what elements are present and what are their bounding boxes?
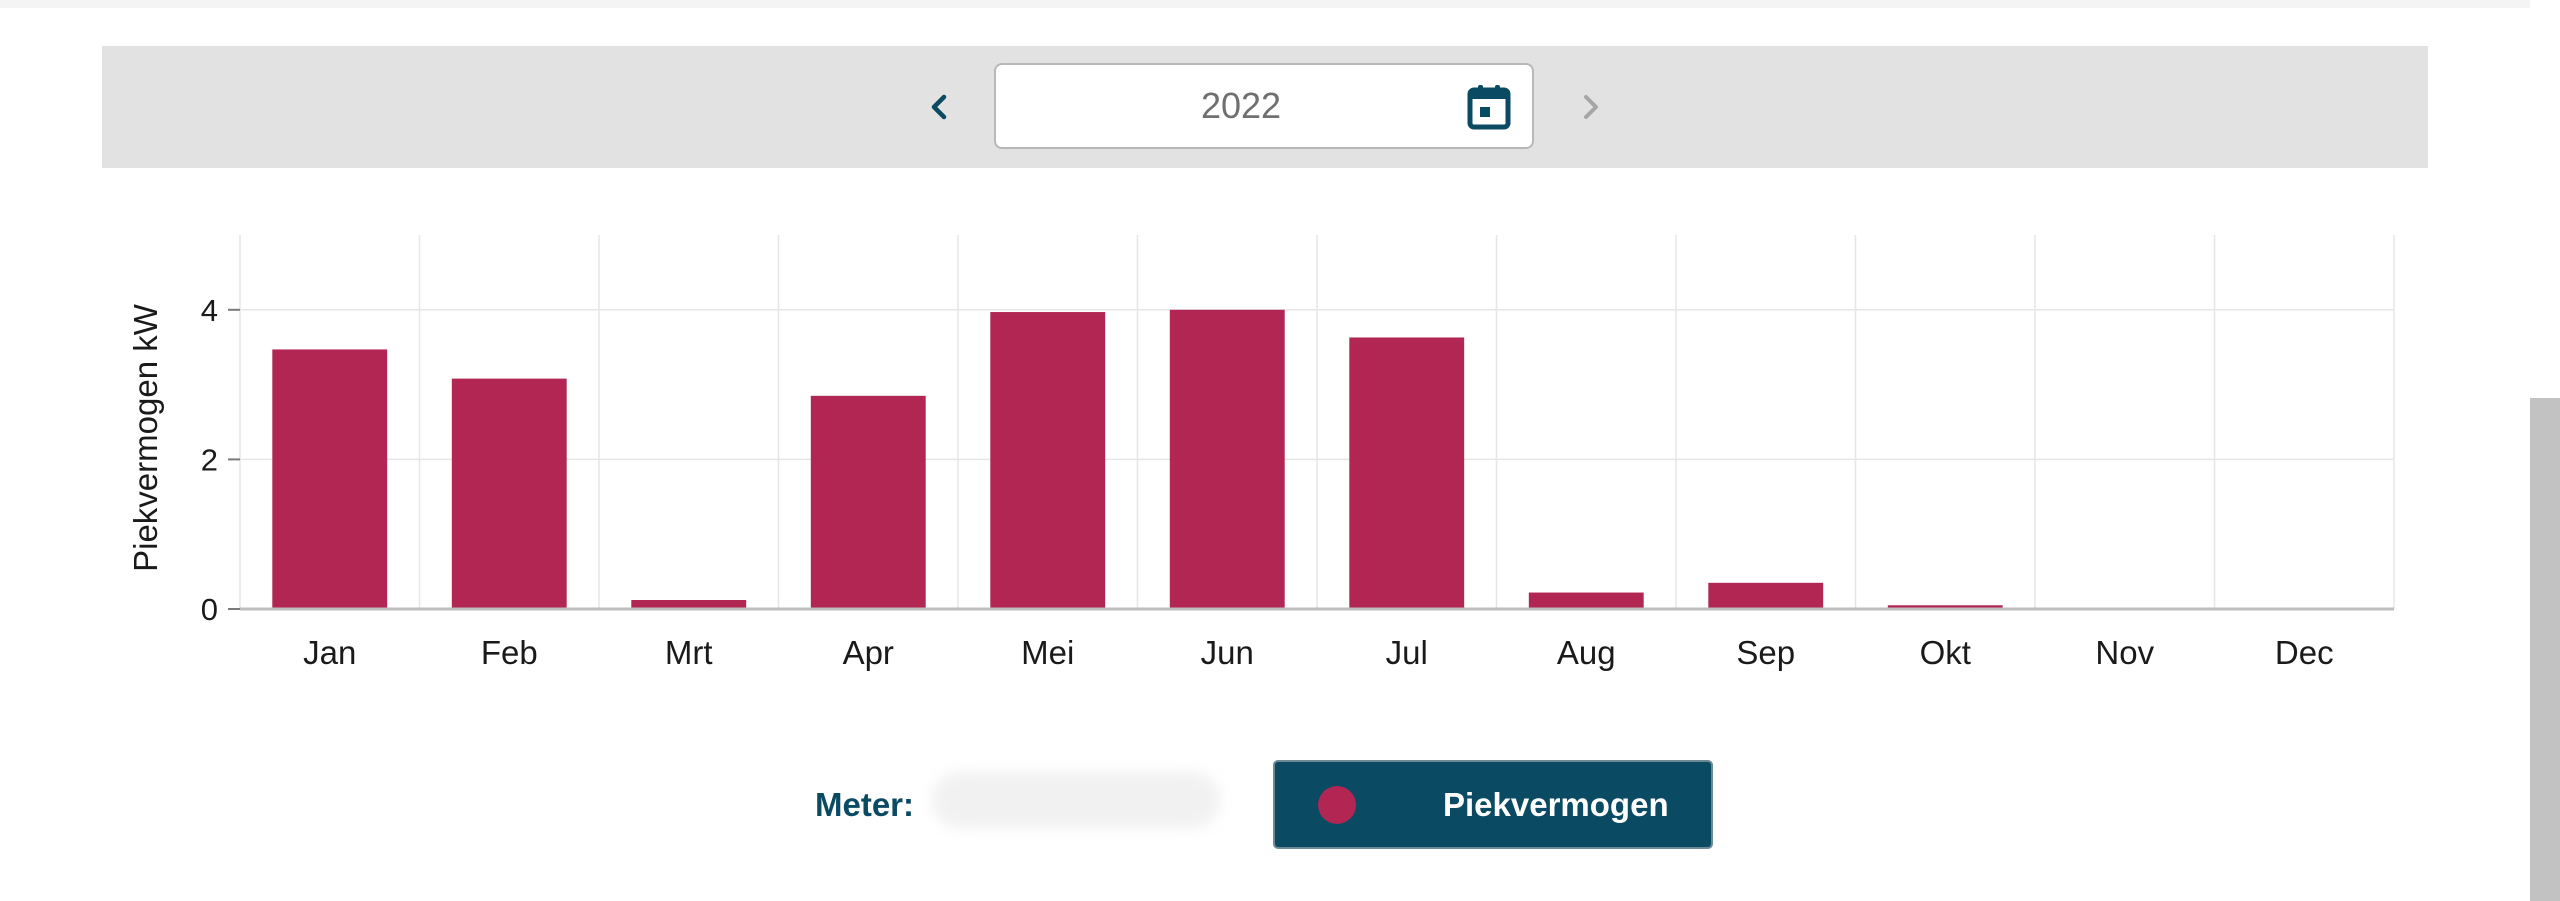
x-tick-label-jan: Jan: [303, 634, 356, 671]
bar-jul: [1349, 337, 1465, 609]
chart-grid: [239, 235, 2395, 609]
bar-aug: [1528, 592, 1644, 609]
bar-mei: [990, 312, 1106, 609]
meter-value-redacted: [932, 772, 1220, 828]
chevron-right-icon: [1584, 95, 1598, 119]
x-tick-label-sep: Sep: [1736, 634, 1795, 671]
x-tick-label-feb: Feb: [481, 634, 538, 671]
x-tick-label-jun: Jun: [1201, 634, 1254, 671]
chevron-left-icon: [931, 94, 947, 120]
bar-apr: [810, 395, 926, 609]
bar-mrt: [631, 600, 747, 609]
legend-toggle-button[interactable]: Piekvermogen: [1273, 760, 1713, 849]
scrollbar-thumb[interactable]: [2530, 398, 2560, 901]
calendar-icon: [1467, 85, 1511, 130]
y-tick-label: 4: [201, 293, 218, 328]
y-axis-label: Piekvermogen kW: [127, 303, 164, 572]
y-axis-ticks: 0 2 4: [201, 293, 240, 627]
bar-jan: [272, 349, 388, 609]
chart-bars: [272, 309, 2003, 609]
y-tick-label: 0: [201, 592, 218, 627]
meter-label: Meter:: [815, 786, 915, 823]
legend-label: Piekvermogen: [1443, 786, 1669, 823]
bar-okt: [1887, 605, 2003, 609]
bar-chart: 0 2 4 Jan Feb Mrt Apr Mei Jun Jul Aug Sep Okt Nov Dec…: [127, 235, 2395, 671]
x-tick-label-aug: Aug: [1557, 634, 1616, 671]
bar-jun: [1169, 309, 1285, 609]
year-value: 2022: [1200, 85, 1282, 126]
legend-color-dot: [1318, 786, 1356, 824]
bar-sep: [1708, 582, 1824, 609]
y-tick-label: 2: [201, 442, 218, 477]
year-picker-field[interactable]: 2022: [994, 63, 1534, 149]
bar-feb: [451, 378, 567, 609]
x-axis-ticks: Jan Feb Mrt Apr Mei Jun Jul Aug Sep Okt Nov Dec: [303, 634, 2333, 671]
previous-year-button[interactable]: [920, 82, 960, 132]
x-tick-label-dec: Dec: [2275, 634, 2334, 671]
next-year-button[interactable]: [1570, 82, 1610, 132]
top-strip: [0, 0, 2530, 8]
x-tick-label-okt: Okt: [1920, 634, 1971, 671]
x-tick-label-nov: Nov: [2095, 634, 2154, 671]
x-tick-label-mrt: Mrt: [665, 634, 713, 671]
x-tick-label-jul: Jul: [1386, 634, 1428, 671]
x-tick-label-mei: Mei: [1021, 634, 1074, 671]
x-tick-label-apr: Apr: [843, 634, 894, 671]
calendar-button[interactable]: [1466, 83, 1512, 131]
